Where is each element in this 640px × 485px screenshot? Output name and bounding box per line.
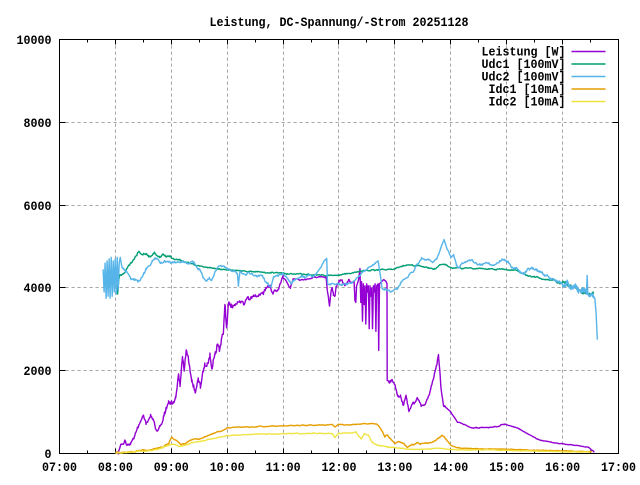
svg-text:17:00: 17:00 <box>601 460 636 475</box>
svg-text:12:00: 12:00 <box>322 460 357 475</box>
svg-text:16:00: 16:00 <box>545 460 580 475</box>
svg-text:8000: 8000 <box>24 116 52 131</box>
svg-text:Leistung, DC-Spannung/-Strom 2: Leistung, DC-Spannung/-Strom 20251128 <box>210 15 469 30</box>
svg-text:0: 0 <box>45 447 52 462</box>
svg-text:Udc1 [100mV]: Udc1 [100mV] <box>482 57 566 72</box>
svg-text:2000: 2000 <box>24 364 52 379</box>
svg-text:6000: 6000 <box>24 199 52 214</box>
svg-text:14:00: 14:00 <box>433 460 468 475</box>
svg-text:Idc1 [10mA]: Idc1 [10mA] <box>489 82 566 97</box>
svg-text:07:00: 07:00 <box>42 460 77 475</box>
svg-text:Leistung [W]: Leistung [W] <box>482 45 566 60</box>
svg-text:11:00: 11:00 <box>266 460 301 475</box>
svg-text:13:00: 13:00 <box>377 460 412 475</box>
svg-text:15:00: 15:00 <box>489 460 524 475</box>
svg-text:08:00: 08:00 <box>98 460 133 475</box>
svg-text:4000: 4000 <box>24 281 52 296</box>
svg-text:10000: 10000 <box>17 33 52 48</box>
svg-text:Udc2 [100mV]: Udc2 [100mV] <box>482 70 566 85</box>
svg-text:Idc2 [10mA]: Idc2 [10mA] <box>489 95 566 110</box>
svg-text:09:00: 09:00 <box>154 460 189 475</box>
svg-text:10:00: 10:00 <box>210 460 245 475</box>
